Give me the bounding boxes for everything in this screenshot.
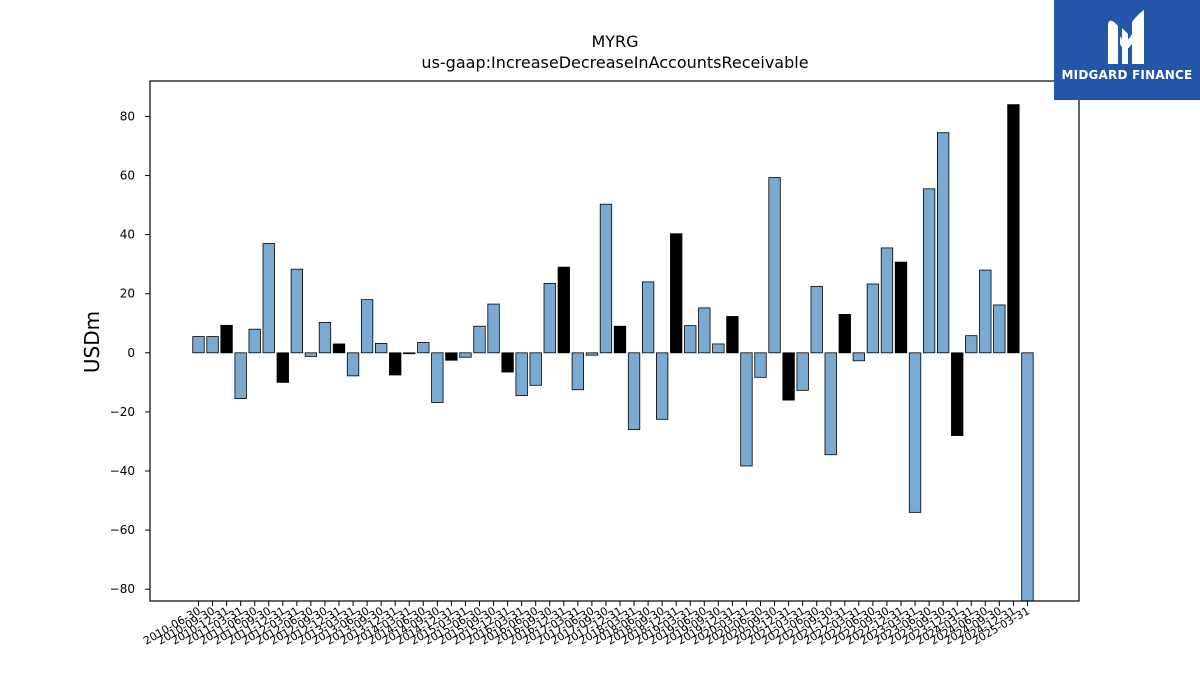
y-tick-label: 80 bbox=[120, 109, 135, 123]
bar-2012-09-30 bbox=[318, 321, 332, 354]
bar-2022-06-30 bbox=[866, 283, 880, 354]
bar-2018-09-30 bbox=[656, 352, 669, 420]
y-tick-label: −80 bbox=[110, 582, 135, 596]
bar-2024-06-30 bbox=[979, 269, 992, 354]
bars-group bbox=[192, 104, 1034, 602]
bar-2020-09-30 bbox=[768, 177, 781, 354]
bar-2012-03-31 bbox=[290, 268, 304, 354]
bar-2023-06-30 bbox=[922, 188, 936, 354]
y-axis-label: USDm bbox=[80, 311, 104, 373]
bar-2024-03-31 bbox=[965, 335, 978, 354]
bar-2013-09-30 bbox=[374, 342, 388, 354]
bar-2016-03-31 bbox=[515, 352, 528, 397]
bar-2022-09-30 bbox=[880, 247, 894, 354]
bar-2016-06-30 bbox=[529, 352, 542, 386]
bar-2015-03-31 bbox=[459, 352, 472, 358]
bar-2013-12-31 bbox=[389, 352, 402, 376]
bar-2012-06-30 bbox=[304, 352, 318, 357]
bar-2011-09-30 bbox=[262, 243, 275, 354]
x-axis: 2010-06-302010-09-302010-12-312011-03-31… bbox=[141, 601, 1032, 648]
logo-text: MIDGARD FINANCE bbox=[1061, 68, 1193, 82]
bar-2019-12-31 bbox=[726, 316, 739, 354]
bar-2013-03-31 bbox=[346, 352, 360, 377]
bar-2021-12-31 bbox=[838, 314, 851, 354]
bar-2011-12-31 bbox=[276, 352, 289, 383]
bar-2020-06-30 bbox=[754, 352, 767, 378]
bar-2022-12-31 bbox=[894, 261, 908, 354]
bar-2024-12-31 bbox=[1007, 104, 1020, 354]
bar-2018-03-31 bbox=[627, 352, 641, 431]
y-tick-label: −20 bbox=[110, 405, 135, 419]
bar-2023-03-31 bbox=[908, 352, 922, 513]
y-tick-label: −60 bbox=[110, 523, 135, 537]
bar-2010-06-30 bbox=[192, 336, 205, 354]
bar-2011-06-30 bbox=[248, 328, 261, 354]
bar-2014-06-30 bbox=[417, 342, 430, 354]
plot-frame bbox=[149, 80, 1080, 602]
bar-2015-06-30 bbox=[473, 325, 486, 354]
bar-2019-03-31 bbox=[684, 325, 697, 354]
y-tick-label: 40 bbox=[120, 228, 135, 242]
bar-2014-12-31 bbox=[445, 352, 458, 361]
chart-subtitle: us-gaap:IncreaseDecreaseInAccountsReceiv… bbox=[421, 53, 808, 72]
bar-2020-03-31 bbox=[740, 352, 753, 467]
bar-2018-06-30 bbox=[641, 281, 655, 354]
bar-2025-03-31 bbox=[1021, 352, 1034, 602]
bar-2021-09-30 bbox=[824, 352, 837, 456]
bar-2015-12-31 bbox=[501, 352, 514, 373]
bar-2010-12-31 bbox=[220, 324, 233, 354]
y-tick-label: 0 bbox=[127, 346, 135, 360]
bar-2024-09-30 bbox=[993, 304, 1006, 354]
bar-2017-03-31 bbox=[571, 352, 584, 391]
bar-2018-12-31 bbox=[670, 233, 683, 354]
bar-2012-12-31 bbox=[332, 343, 346, 354]
bar-2021-03-31 bbox=[796, 352, 809, 391]
y-axis: −80 −60 −40 −20 0 20 40 60 80 bbox=[110, 109, 150, 596]
midgard-finance-logo: MIDGARD FINANCE bbox=[1054, 0, 1200, 100]
bar-2017-12-31 bbox=[613, 325, 627, 354]
bar-2016-12-31 bbox=[557, 266, 570, 354]
bar-2021-06-30 bbox=[810, 285, 823, 354]
bar-2014-03-31 bbox=[403, 352, 416, 355]
bar-2017-09-30 bbox=[599, 203, 613, 354]
bar-2013-06-30 bbox=[360, 299, 374, 354]
bar-2011-03-31 bbox=[234, 352, 247, 400]
bar-2015-09-30 bbox=[487, 303, 500, 354]
bar-2023-12-31 bbox=[951, 352, 964, 436]
bar-2023-09-30 bbox=[937, 132, 950, 354]
bar-2010-09-30 bbox=[206, 336, 219, 354]
bar-2019-06-30 bbox=[698, 307, 711, 354]
y-tick-label: 20 bbox=[120, 287, 135, 301]
midgard-m-icon bbox=[1108, 10, 1144, 65]
bar-2020-12-31 bbox=[782, 352, 795, 401]
bar-2017-06-30 bbox=[585, 352, 599, 356]
bar-2022-03-31 bbox=[852, 352, 865, 362]
bar-2014-09-30 bbox=[431, 352, 444, 403]
y-tick-label: −40 bbox=[110, 464, 135, 478]
bar-2019-09-30 bbox=[712, 343, 725, 354]
y-tick-label: 60 bbox=[120, 169, 135, 183]
chart-title: MYRG bbox=[591, 32, 638, 51]
bar-2016-09-30 bbox=[543, 282, 556, 354]
